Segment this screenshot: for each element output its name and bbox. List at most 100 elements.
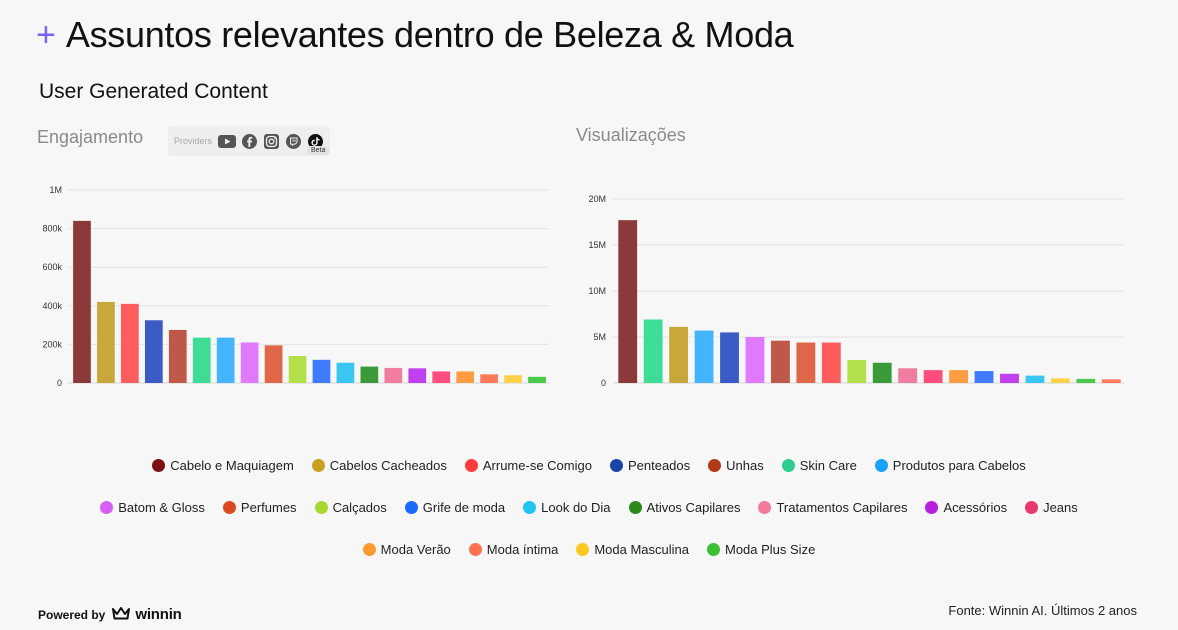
bar bbox=[1000, 373, 1019, 383]
legend-item[interactable]: Skin Care bbox=[781, 458, 857, 473]
bar bbox=[216, 337, 235, 383]
y-tick-label: 800k bbox=[42, 224, 62, 234]
legend-item[interactable]: Produtos para Cabelos bbox=[874, 458, 1026, 473]
legend-swatch bbox=[576, 543, 590, 556]
legend-swatch bbox=[609, 459, 623, 472]
legend-label: Ativos Capilares bbox=[646, 500, 741, 515]
legend-label: Arrume-se Comigo bbox=[482, 458, 592, 473]
y-tick-label: 400k bbox=[42, 301, 62, 311]
legend-swatch bbox=[874, 459, 888, 472]
legend-swatch bbox=[706, 543, 720, 556]
legend-item[interactable]: Arrume-se Comigo bbox=[464, 458, 592, 473]
legend-label: Unhas bbox=[726, 458, 764, 473]
legend-item[interactable]: Moda Verão bbox=[362, 542, 451, 557]
legend-swatch bbox=[314, 501, 328, 514]
bar bbox=[168, 329, 187, 383]
legend-swatch bbox=[152, 459, 166, 472]
providers-filter: Providers Beta bbox=[168, 126, 330, 156]
legend-swatch bbox=[523, 501, 537, 514]
beta-badge: Beta bbox=[307, 146, 330, 155]
legend-item[interactable]: Moda Masculina bbox=[576, 542, 689, 557]
plus-icon: + bbox=[36, 16, 56, 54]
legend-item[interactable]: Cabelo e Maquiagem bbox=[152, 458, 294, 473]
legend-label: Moda Masculina bbox=[594, 542, 689, 557]
bar bbox=[847, 360, 867, 383]
bar bbox=[1025, 375, 1045, 383]
legend-item[interactable]: Acessórios bbox=[925, 500, 1007, 515]
y-tick-label: 1M bbox=[49, 185, 62, 195]
twitch-icon[interactable] bbox=[284, 133, 302, 149]
bar bbox=[288, 355, 307, 383]
legend-label: Moda íntima bbox=[486, 542, 559, 557]
legend-label: Look do Dia bbox=[541, 500, 611, 515]
tiktok-icon[interactable] bbox=[306, 133, 324, 149]
legend-label: Moda Plus Size bbox=[724, 542, 816, 557]
legend-item[interactable]: Tratamentos Capilares bbox=[758, 500, 907, 515]
legend-item[interactable]: Jeans bbox=[1025, 500, 1078, 515]
legend-swatch bbox=[464, 459, 478, 472]
bar bbox=[264, 345, 283, 383]
bar bbox=[1076, 378, 1096, 383]
legend-row: Cabelo e Maquiagem Cabelos Cacheados Arrum… bbox=[0, 458, 1178, 473]
bar bbox=[974, 371, 994, 383]
legend-label: Cabelos Cacheados bbox=[329, 458, 447, 473]
bar bbox=[73, 220, 91, 383]
legend-swatch bbox=[404, 501, 418, 514]
legend-item[interactable]: Moda Plus Size bbox=[706, 542, 816, 557]
bar bbox=[504, 375, 522, 383]
y-tick-label: 600k bbox=[42, 262, 62, 272]
legend-swatch bbox=[100, 501, 114, 514]
legend-item[interactable]: Calçados bbox=[314, 500, 387, 515]
legend-item[interactable]: Unhas bbox=[708, 458, 764, 473]
bar bbox=[144, 320, 163, 383]
bar bbox=[694, 330, 714, 383]
bar bbox=[384, 367, 403, 383]
legend-label: Produtos para Cabelos bbox=[892, 458, 1026, 473]
page-title: Assuntos relevantes dentro de Beleza & M… bbox=[65, 14, 794, 55]
y-tick-label: 0 bbox=[57, 378, 62, 388]
bar bbox=[336, 362, 355, 383]
legend-item[interactable]: Ativos Capilares bbox=[628, 500, 741, 515]
bar bbox=[949, 370, 968, 383]
legend-swatch bbox=[362, 543, 376, 556]
legend-label: Grife de moda bbox=[422, 500, 506, 515]
bar bbox=[432, 371, 451, 383]
bar bbox=[898, 368, 918, 383]
bar bbox=[1050, 378, 1070, 383]
y-tick-label: 10M bbox=[588, 286, 606, 296]
legend-item[interactable]: Penteados bbox=[609, 458, 690, 473]
crown-icon bbox=[111, 606, 131, 623]
title-row: + Assuntos relevantes dentro de Beleza &… bbox=[36, 14, 794, 56]
legend-label: Calçados bbox=[332, 500, 387, 515]
instagram-icon[interactable] bbox=[262, 133, 280, 149]
bar bbox=[745, 337, 765, 383]
bar bbox=[408, 368, 427, 383]
chart-title-visualizacoes: Visualizações bbox=[576, 125, 686, 145]
legend-row: Batom & Gloss Perfumes Calçados Grife de mo… bbox=[0, 500, 1178, 515]
bar bbox=[97, 301, 115, 383]
facebook-icon[interactable] bbox=[240, 133, 258, 149]
brand-logo: winnin bbox=[135, 606, 182, 623]
legend-item[interactable]: Moda íntima bbox=[468, 542, 559, 557]
legend-item[interactable]: Grife de moda bbox=[404, 500, 506, 515]
y-tick-label: 5M bbox=[593, 332, 606, 342]
y-tick-label: 200k bbox=[42, 339, 62, 349]
bar bbox=[1101, 379, 1121, 383]
legend-item[interactable]: Batom & Gloss bbox=[100, 500, 205, 515]
legend-item[interactable]: Perfumes bbox=[222, 500, 297, 515]
y-tick-label: 15M bbox=[588, 240, 606, 250]
bar bbox=[643, 319, 663, 383]
powered-by-label: Powered by bbox=[38, 607, 106, 622]
legend-item[interactable]: Cabelos Cacheados bbox=[311, 458, 447, 473]
legend-swatch bbox=[758, 501, 772, 514]
bar bbox=[872, 362, 892, 383]
legend-label: Tratamentos Capilares bbox=[776, 500, 908, 515]
bar bbox=[121, 303, 139, 383]
legend-swatch bbox=[311, 459, 325, 472]
source-note: Fonte: Winnin AI. Últimos 2 anos bbox=[948, 603, 1137, 618]
legend-item[interactable]: Look do Dia bbox=[523, 500, 611, 515]
legend-label: Perfumes bbox=[240, 500, 297, 515]
bar bbox=[923, 370, 943, 383]
youtube-icon[interactable] bbox=[218, 133, 237, 149]
